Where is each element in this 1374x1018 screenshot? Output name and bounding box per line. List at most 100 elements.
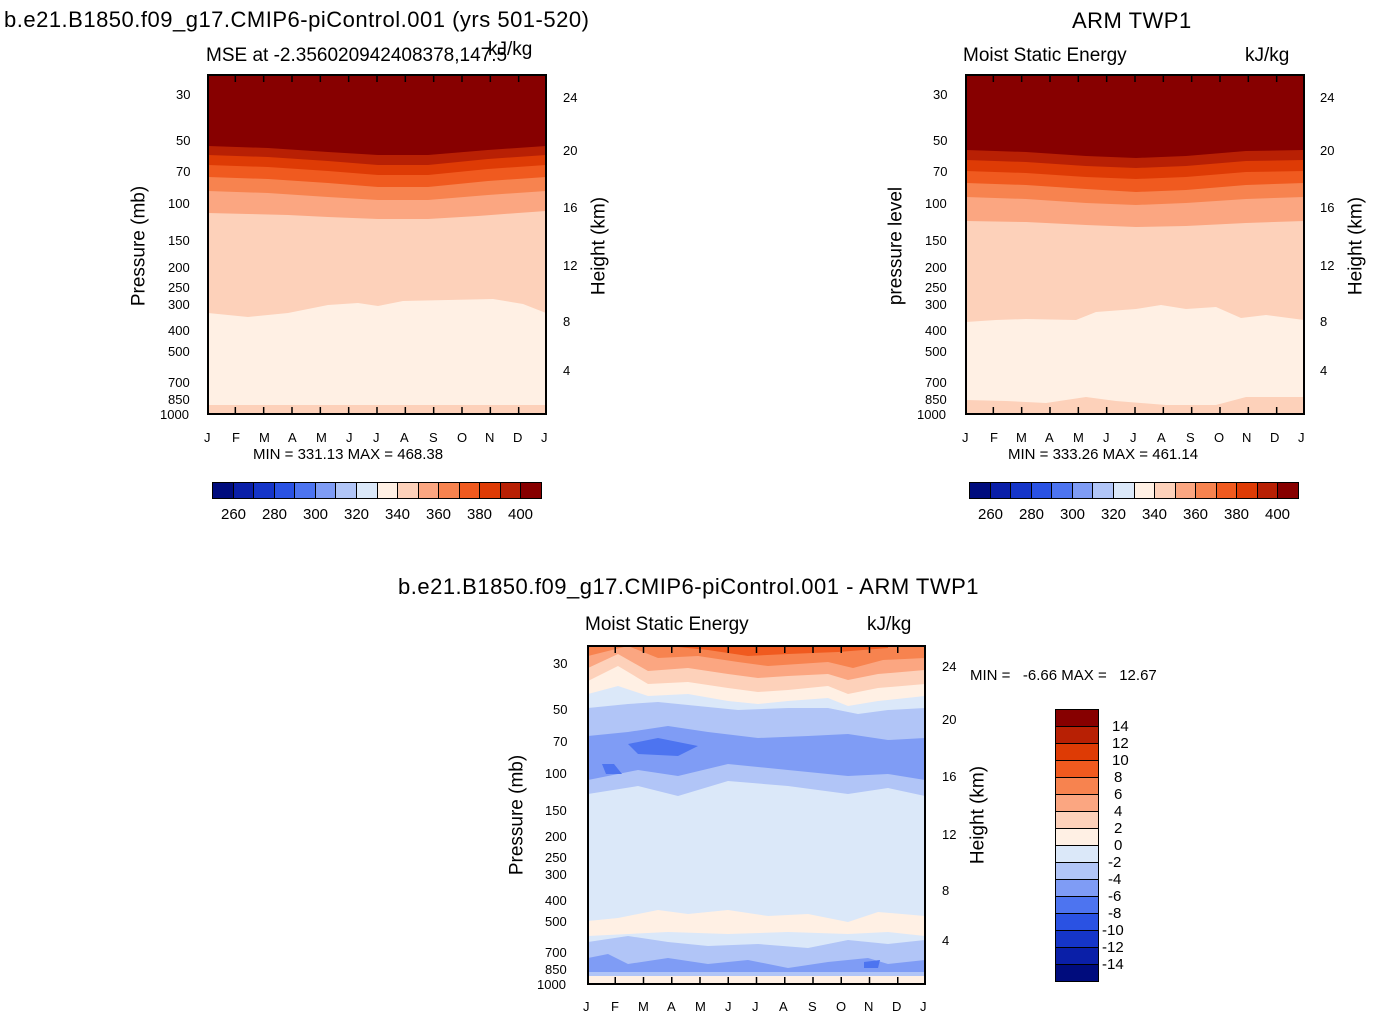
tick-label: A (400, 430, 409, 445)
tick-label: N (485, 430, 495, 445)
axis-tick-marks (614, 645, 899, 985)
tick-label: M (1016, 430, 1027, 445)
colorbar-swatch (1278, 483, 1298, 498)
tick-label: 8 (563, 314, 571, 329)
tick-label: J (541, 430, 548, 445)
axis-tick-marks (992, 74, 1278, 415)
right-panel-units: kJ/kg (1245, 45, 1290, 66)
tick-label: N (1242, 430, 1252, 445)
colorbar-label: 8 (1114, 769, 1123, 786)
colorbar-swatch (1031, 483, 1053, 498)
tick-label: 12 (1320, 258, 1335, 273)
tick-label: 1000 (537, 977, 566, 992)
tick-label: 70 (553, 734, 568, 749)
colorbar-label: 280 (262, 506, 288, 523)
tick-label: 300 (925, 297, 947, 312)
colorbar-swatch (336, 483, 357, 498)
colorbar-swatch (295, 483, 316, 498)
colorbar-label: 320 (1101, 506, 1127, 523)
colorbar-label: 300 (1060, 506, 1086, 523)
colorbar-swatch (990, 483, 1012, 498)
colorbar-swatch (1056, 948, 1098, 965)
colorbar-swatch (1237, 483, 1258, 498)
diff-y2label: Height (km) (967, 765, 989, 865)
colorbar-swatch (1056, 727, 1098, 744)
tick-label: 250 (168, 280, 190, 295)
colorbar-swatch (213, 483, 234, 498)
colorbar-swatch (1056, 897, 1098, 914)
tick-label: M (695, 999, 706, 1014)
colorbar-label: -4 (1108, 871, 1122, 888)
colorbar-label: 360 (1183, 506, 1209, 523)
tick-label: 250 (545, 850, 567, 865)
colorbar-label: -6 (1108, 888, 1122, 905)
tick-label: M (638, 999, 649, 1014)
colorbar-swatch (439, 483, 460, 498)
colorbar-label: -10 (1102, 922, 1124, 939)
tick-label: A (288, 430, 297, 445)
tick-label: 300 (545, 867, 567, 882)
colorbar-swatch (1175, 483, 1197, 498)
colorbar-label: 340 (1142, 506, 1168, 523)
colorbar-label: 400 (508, 506, 534, 523)
left-band-stratosphere (208, 75, 546, 155)
right-min-max: MIN = 333.26 MAX = 461.14 (1008, 446, 1199, 463)
left-colorbar (212, 482, 542, 499)
tick-label: 4 (942, 933, 950, 948)
tick-label: J (725, 999, 732, 1014)
left-panel-title: b.e21.B1850.f09_g17.CMIP6-piControl.001 … (4, 7, 590, 32)
diff-panel-title: b.e21.B1850.f09_g17.CMIP6-piControl.001 … (398, 574, 980, 599)
tick-label: J (920, 999, 927, 1014)
tick-label: J (1298, 430, 1305, 445)
tick-label: M (259, 430, 270, 445)
tick-label: 20 (563, 143, 578, 158)
tick-label: J (1103, 430, 1110, 445)
tick-label: 100 (168, 196, 190, 211)
colorbar-label: 12 (1112, 735, 1129, 752)
tick-label: 250 (925, 280, 947, 295)
right-ylabel: pressure level (885, 186, 907, 306)
tick-label: 500 (168, 344, 190, 359)
tick-label: 400 (168, 323, 190, 338)
left-y2label: Height (km) (588, 196, 610, 296)
colorbar-swatch (1056, 710, 1098, 727)
right-colorbar (969, 482, 1299, 499)
colorbar-label: 0 (1114, 837, 1123, 854)
tick-label: S (429, 430, 438, 445)
tick-label: 850 (925, 392, 947, 407)
tick-label: 850 (545, 962, 567, 977)
colorbar-label: 10 (1112, 752, 1129, 769)
tick-label: 4 (1320, 363, 1328, 378)
tick-label: J (204, 430, 211, 445)
colorbar-swatch (233, 483, 255, 498)
tick-label: J (346, 430, 353, 445)
tick-label: 30 (553, 656, 568, 671)
tick-label: 100 (925, 196, 947, 211)
colorbar-swatch (1056, 761, 1098, 778)
tick-label: 100 (545, 766, 567, 781)
colorbar-swatch (1052, 483, 1073, 498)
tick-label: M (316, 430, 327, 445)
tick-label: J (373, 430, 380, 445)
colorbar-swatch (315, 483, 337, 498)
colorbar-label: 6 (1114, 786, 1123, 803)
left-plot-frame (207, 74, 547, 415)
tick-label: 400 (925, 323, 947, 338)
tick-label: 700 (168, 375, 190, 390)
colorbar-swatch (274, 483, 296, 498)
tick-label: 20 (942, 712, 957, 727)
colorbar-label: 400 (1265, 506, 1291, 523)
tick-label: 300 (168, 297, 190, 312)
tick-label: 1000 (917, 407, 946, 422)
tick-label: D (1270, 430, 1280, 445)
tick-label: A (667, 999, 676, 1014)
colorbar-label: 260 (221, 506, 247, 523)
tick-label: 200 (925, 260, 947, 275)
tick-label: 16 (1320, 200, 1335, 215)
colorbar-swatch (459, 483, 481, 498)
tick-label: 30 (933, 87, 948, 102)
right-y2label: Height (km) (1345, 196, 1367, 296)
colorbar-swatch (1056, 778, 1098, 795)
tick-label: 4 (563, 363, 571, 378)
left-contour-plot (208, 75, 546, 414)
